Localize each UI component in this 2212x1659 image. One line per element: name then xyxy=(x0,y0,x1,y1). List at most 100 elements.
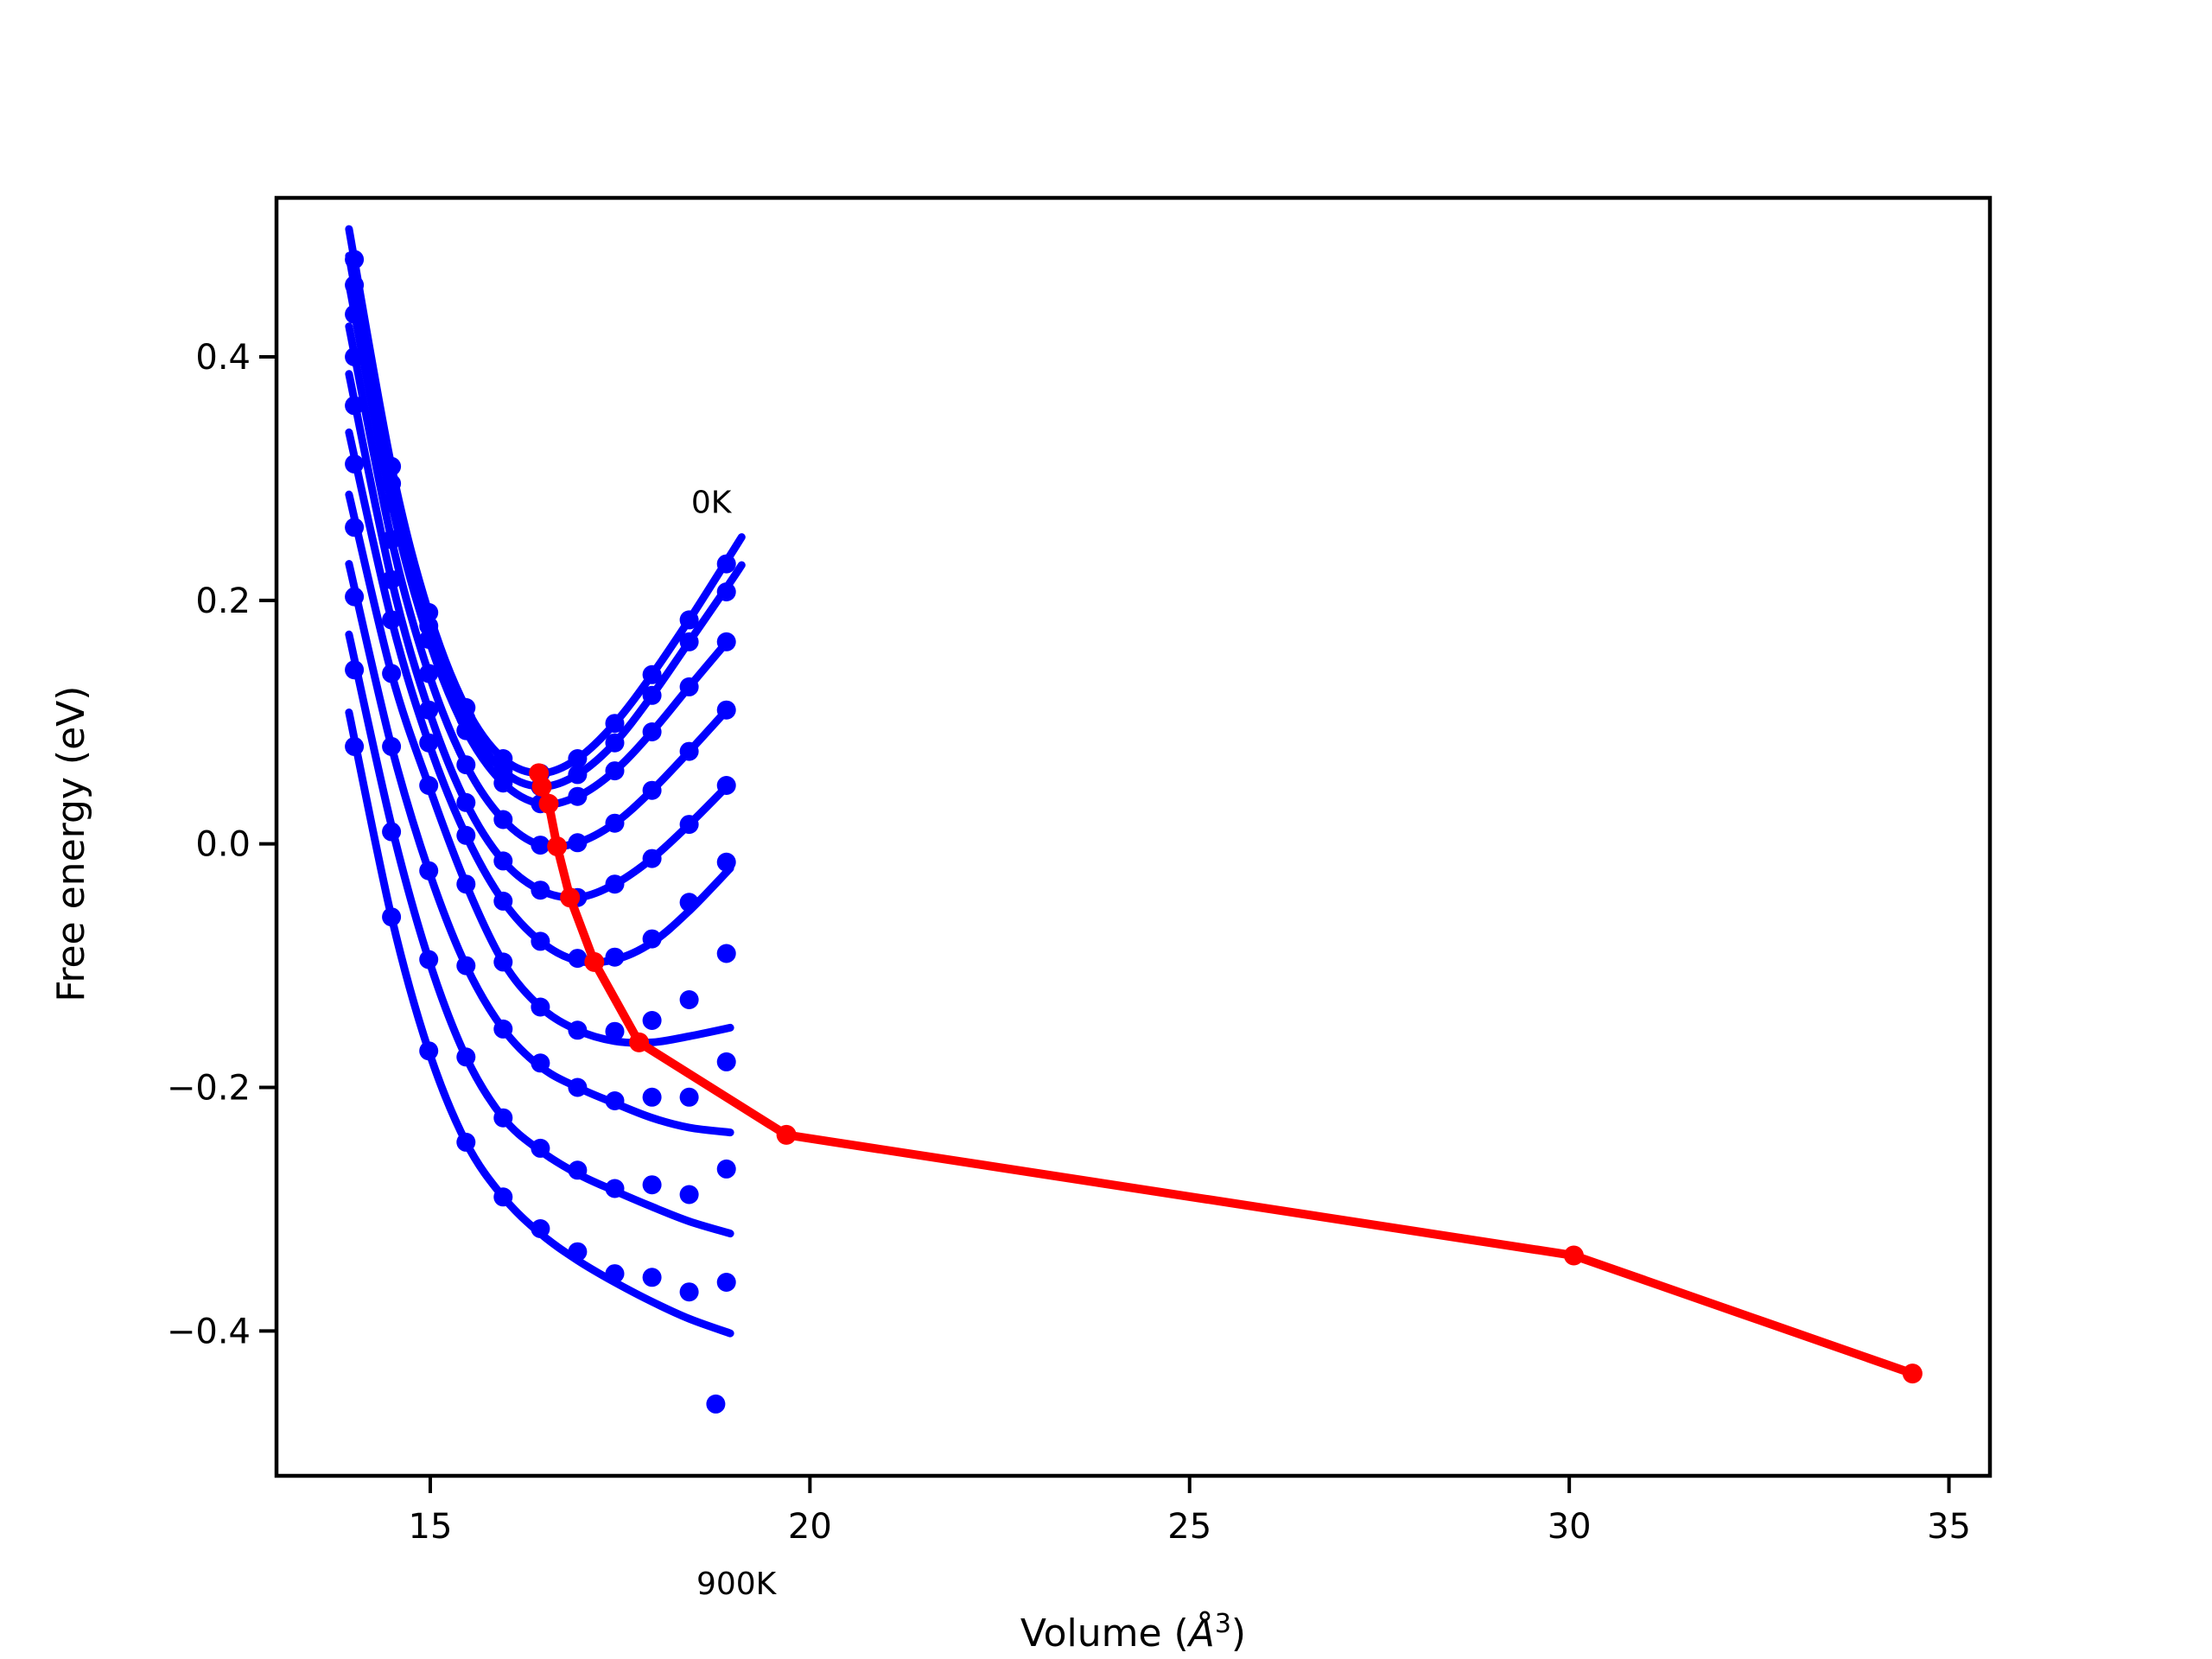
data-point-400K xyxy=(642,849,662,868)
data-point-500K xyxy=(531,931,550,951)
data-point-200K xyxy=(493,773,513,793)
data-point-0K xyxy=(605,714,625,734)
annotation-0K: 0K xyxy=(691,486,733,521)
data-point-900K xyxy=(716,1273,736,1292)
y-tick-label: 0.0 xyxy=(195,825,251,865)
x-tick-label: 20 xyxy=(788,1507,832,1547)
data-point-500K xyxy=(382,610,402,630)
data-point-700K xyxy=(679,1087,699,1107)
data-point-0K xyxy=(716,554,736,574)
data-point-300K xyxy=(419,664,439,683)
data-point-200K xyxy=(568,786,588,806)
data-point-600K xyxy=(456,874,476,894)
axes-layer: 15 20 25 30 35 0.4 0.2 0.0 −0.2 −0.4 xyxy=(167,195,1993,1547)
data-point-800K xyxy=(419,950,439,969)
data-point-200K xyxy=(716,632,736,652)
data-point-100K xyxy=(679,632,699,652)
data-point-200K xyxy=(642,722,662,741)
data-point-600K xyxy=(679,990,699,1009)
data-point-200K xyxy=(679,677,699,696)
equilibrium-point xyxy=(629,1032,650,1052)
data-point-400K xyxy=(679,815,699,835)
equilibrium-line xyxy=(534,768,1917,1378)
x-tick-label: 15 xyxy=(409,1507,453,1547)
data-point-600K xyxy=(568,1020,588,1040)
data-point-800K xyxy=(493,1108,513,1128)
data-point-500K xyxy=(679,893,699,912)
data-point-700K xyxy=(605,1091,625,1110)
data-point-900K xyxy=(493,1187,513,1207)
equilibrium-point xyxy=(776,1124,797,1145)
data-point-800K xyxy=(382,822,402,842)
equilibrium-point xyxy=(560,887,581,908)
isotherm-fit-line-400K xyxy=(345,370,734,902)
data-point-600K xyxy=(716,944,736,963)
y-axis-label: Free energy (eV) xyxy=(49,686,93,1002)
data-point-500K xyxy=(456,825,476,845)
data-point-400K xyxy=(605,874,625,894)
data-point-700K xyxy=(531,1053,550,1073)
data-point-600K xyxy=(493,952,513,972)
equilibrium-point xyxy=(1902,1363,1923,1384)
data-point-500K xyxy=(605,947,625,967)
data-point-100K xyxy=(419,616,439,636)
equilibrium-point xyxy=(584,951,605,972)
isotherm-fit-line-100K xyxy=(345,251,746,791)
data-point-200K xyxy=(419,629,439,649)
data-point-100K xyxy=(345,275,365,295)
data-point-800K xyxy=(642,1175,662,1195)
data-point-300K xyxy=(531,836,550,855)
data-point-600K xyxy=(382,664,402,683)
data-point-700K xyxy=(345,587,365,607)
x-axis-label: Volume (Å3) xyxy=(1020,1609,1246,1656)
equilibrium-point xyxy=(547,836,568,856)
data-point-800K xyxy=(531,1138,550,1158)
series-layer xyxy=(345,225,1923,1414)
data-point-900K xyxy=(456,1132,476,1152)
data-point-800K xyxy=(605,1179,625,1198)
data-point-300K xyxy=(456,755,476,775)
data-point-700K xyxy=(382,736,402,756)
data-point-0K xyxy=(642,664,662,684)
data-point-300K xyxy=(605,813,625,833)
data-point-600K xyxy=(605,1021,625,1041)
data-point-100K xyxy=(605,733,625,753)
data-point-500K xyxy=(493,891,513,911)
data-point-300K xyxy=(493,810,513,830)
annotation-900K: 900K xyxy=(696,1567,778,1602)
data-point-800K xyxy=(568,1160,588,1180)
data-point-600K xyxy=(419,776,439,795)
data-point-900K xyxy=(679,1282,699,1302)
data-point-400K xyxy=(419,700,439,720)
data-point-200K xyxy=(456,721,476,741)
data-point-0K xyxy=(345,250,365,270)
text-layer: Volume (Å3) Free energy (eV) 0K 900K xyxy=(49,486,1246,1656)
data-point-700K xyxy=(568,1077,588,1097)
data-point-600K xyxy=(642,1011,662,1030)
data-point-300K xyxy=(382,530,402,550)
data-point-800K xyxy=(679,1185,699,1205)
data-point-0K xyxy=(568,749,588,768)
data-point-900K xyxy=(531,1219,550,1238)
data-point-400K xyxy=(493,851,513,871)
equilibrium-point xyxy=(531,776,552,797)
data-point-500K xyxy=(642,929,662,949)
data-point-900K xyxy=(568,1242,588,1262)
data-point-500K xyxy=(568,949,588,969)
y-tick-label: 0.4 xyxy=(195,338,251,378)
data-point-300K xyxy=(642,780,662,800)
data-point-200K xyxy=(382,493,402,513)
data-point-100K xyxy=(716,582,736,601)
data-point-200K xyxy=(345,304,365,324)
plot-box-spines xyxy=(274,195,1993,1478)
data-point-400K xyxy=(345,396,365,416)
data-point-700K xyxy=(456,956,476,976)
data-point-900K xyxy=(605,1264,625,1284)
data-point-500K xyxy=(345,454,365,474)
x-tick-label: 25 xyxy=(1167,1507,1211,1547)
data-point-800K xyxy=(716,1159,736,1179)
data-point-700K xyxy=(642,1087,662,1107)
data-point-100K xyxy=(642,685,662,705)
data-point-100K xyxy=(568,765,588,785)
